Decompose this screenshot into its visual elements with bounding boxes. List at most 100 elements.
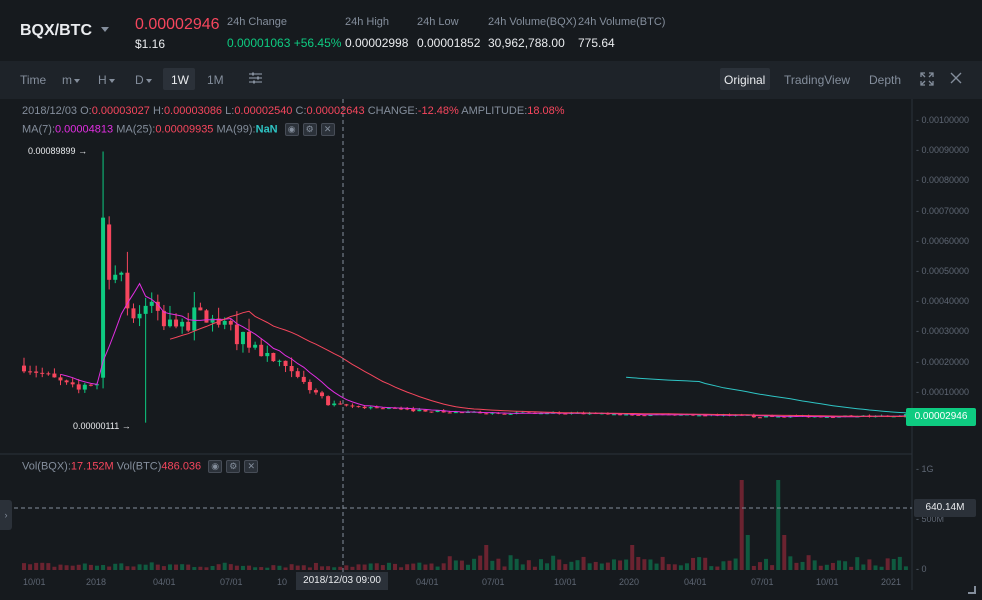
volume-bar — [830, 562, 835, 570]
eye-icon[interactable]: ◉ — [284, 123, 299, 136]
price-axis-tick: - 0.00080000 — [916, 175, 970, 186]
volume-bar — [879, 566, 884, 570]
time-axis-tick: 10/01 — [23, 577, 46, 587]
interval-hour-label: H — [98, 73, 107, 87]
candle-body — [423, 409, 428, 412]
volume-bar — [545, 563, 550, 570]
volume-bar — [648, 559, 653, 570]
last-price-usd: $1.16 — [135, 37, 166, 51]
interval-minute[interactable]: m — [62, 73, 80, 87]
volume-bar — [897, 556, 902, 570]
eye-icon[interactable]: ◉ — [208, 460, 223, 473]
candle-body — [386, 407, 391, 409]
volume-bar — [247, 565, 252, 570]
volume-bar — [508, 555, 513, 570]
volume-bar — [76, 564, 81, 570]
ma99-line — [626, 376, 906, 414]
interval-day[interactable]: D — [135, 73, 152, 87]
volume-bar — [867, 559, 872, 570]
ohlc-date: 2018/12/03 — [22, 105, 78, 117]
volume-bar — [636, 557, 641, 570]
candle-body — [125, 272, 130, 309]
view-original[interactable]: Original — [724, 73, 766, 87]
interval-time[interactable]: Time — [20, 73, 47, 87]
ma99-value: NaN — [255, 123, 278, 136]
volume-bar — [380, 565, 385, 570]
settings-sliders-icon[interactable] — [248, 71, 263, 88]
candle-body — [240, 331, 245, 345]
volume-bar — [167, 564, 172, 570]
time-axis-tick: 10/01 — [816, 577, 839, 587]
candle-body — [143, 305, 148, 314]
volume-bar — [532, 566, 537, 570]
volume-bar — [107, 566, 112, 570]
volume-bar — [770, 565, 775, 570]
candle-body — [64, 380, 69, 383]
candle-body — [344, 404, 349, 406]
candle-body — [174, 319, 179, 327]
volume-bar — [794, 562, 799, 570]
pair-title[interactable]: BQX/BTC — [20, 22, 92, 39]
volume-bar — [429, 563, 434, 570]
volume-bar — [660, 556, 665, 570]
volume-bar — [733, 558, 738, 570]
candle-body — [380, 408, 385, 410]
view-tradingview[interactable]: TradingView — [784, 73, 851, 87]
stat-label: 24h Volume(BQX) — [488, 16, 577, 28]
close-icon[interactable]: ✕ — [320, 123, 335, 136]
candle-body — [326, 396, 331, 406]
volume-bar — [155, 564, 160, 570]
volume-cursor-tag: 640.14M — [914, 499, 976, 517]
candle-body — [192, 307, 197, 331]
price-axis-tick: - 0.00020000 — [916, 356, 970, 367]
fullscreen-icon[interactable] — [920, 72, 934, 89]
volume-bar — [240, 565, 245, 570]
volume-bar — [861, 564, 866, 570]
volume-bar — [307, 567, 312, 570]
candle-body — [563, 413, 568, 415]
volume-bar — [344, 565, 349, 570]
interval-hour[interactable]: H — [98, 73, 115, 87]
interval-month[interactable]: 1M — [207, 73, 224, 87]
volume-bar — [557, 559, 562, 570]
candle-body — [453, 412, 458, 414]
stat-value: 30,962,788.00 — [488, 36, 565, 50]
volume-bar — [180, 564, 185, 570]
volume-bar — [751, 565, 756, 570]
candle-body — [277, 360, 282, 362]
volume-bar — [697, 557, 702, 570]
time-axis-tick: 07/01 — [482, 577, 505, 587]
chevron-right-icon[interactable]: › — [0, 500, 12, 530]
close-icon[interactable] — [950, 72, 962, 87]
chevron-down-icon[interactable] — [101, 27, 109, 32]
candle-body — [545, 413, 550, 415]
volume-bar — [569, 561, 574, 570]
resize-handle-icon[interactable] — [968, 586, 976, 594]
volume-bar — [709, 566, 714, 570]
volume-bar — [216, 564, 221, 570]
gear-icon[interactable]: ⚙ — [226, 460, 241, 473]
price-axis-tick: - 0.00010000 — [916, 386, 970, 397]
stat-value: 0.00001063 +56.45% — [227, 36, 342, 50]
interval-week[interactable]: 1W — [171, 73, 189, 87]
candle-body — [113, 274, 118, 280]
candle-body — [782, 416, 787, 418]
candle-body — [313, 390, 318, 393]
close-icon[interactable]: ✕ — [244, 460, 259, 473]
volume-bar — [587, 563, 592, 570]
candle-body — [648, 414, 653, 416]
price-axis-tick: - 0.00060000 — [916, 235, 970, 246]
view-depth[interactable]: Depth — [869, 73, 902, 87]
candle-body — [58, 377, 63, 381]
gear-icon[interactable]: ⚙ — [302, 123, 317, 136]
ma7-value: 0.00004813 — [55, 123, 114, 136]
active-view-highlight — [720, 68, 770, 90]
stat-24h-volume-btc: 24h Volume(BTC) 775.64 — [578, 16, 665, 50]
volume-bar — [192, 567, 197, 570]
volume-bar — [684, 563, 689, 570]
candles — [22, 151, 908, 423]
stat-value: 0.00001852 — [417, 36, 481, 50]
ohlc-high-label: H: — [152, 105, 164, 117]
volume-bar — [34, 562, 39, 570]
